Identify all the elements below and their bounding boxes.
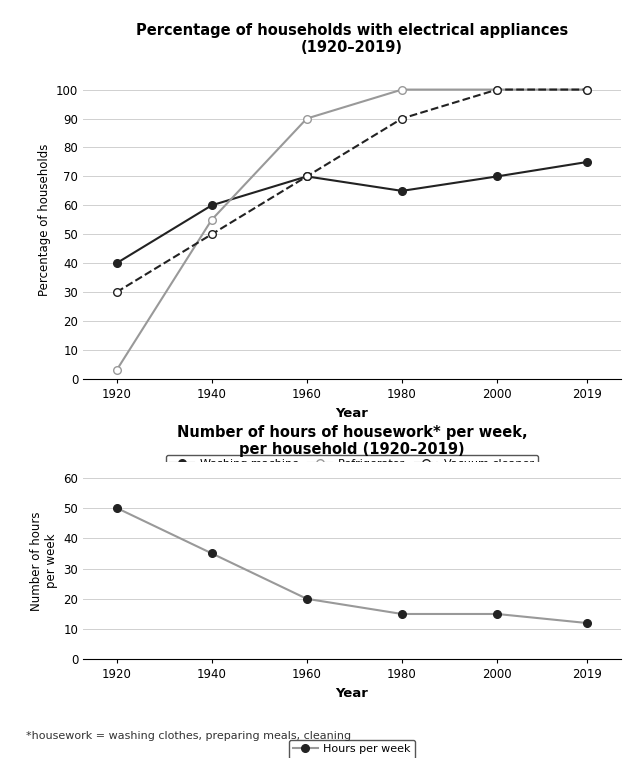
Title: Percentage of households with electrical appliances
(1920–2019): Percentage of households with electrical… (136, 23, 568, 55)
Legend: Washing machine, Refrigerator, Vacuum cleaner: Washing machine, Refrigerator, Vacuum cl… (166, 455, 538, 474)
Legend: Hours per week: Hours per week (289, 740, 415, 758)
Y-axis label: Number of hours
per week: Number of hours per week (30, 511, 58, 611)
X-axis label: Year: Year (335, 406, 369, 420)
Text: *housework = washing clothes, preparing meals, cleaning: *housework = washing clothes, preparing … (26, 731, 351, 741)
Y-axis label: Percentage of households: Percentage of households (38, 143, 51, 296)
X-axis label: Year: Year (335, 687, 369, 700)
Title: Number of hours of housework* per week,
per household (1920–2019): Number of hours of housework* per week, … (177, 424, 527, 457)
